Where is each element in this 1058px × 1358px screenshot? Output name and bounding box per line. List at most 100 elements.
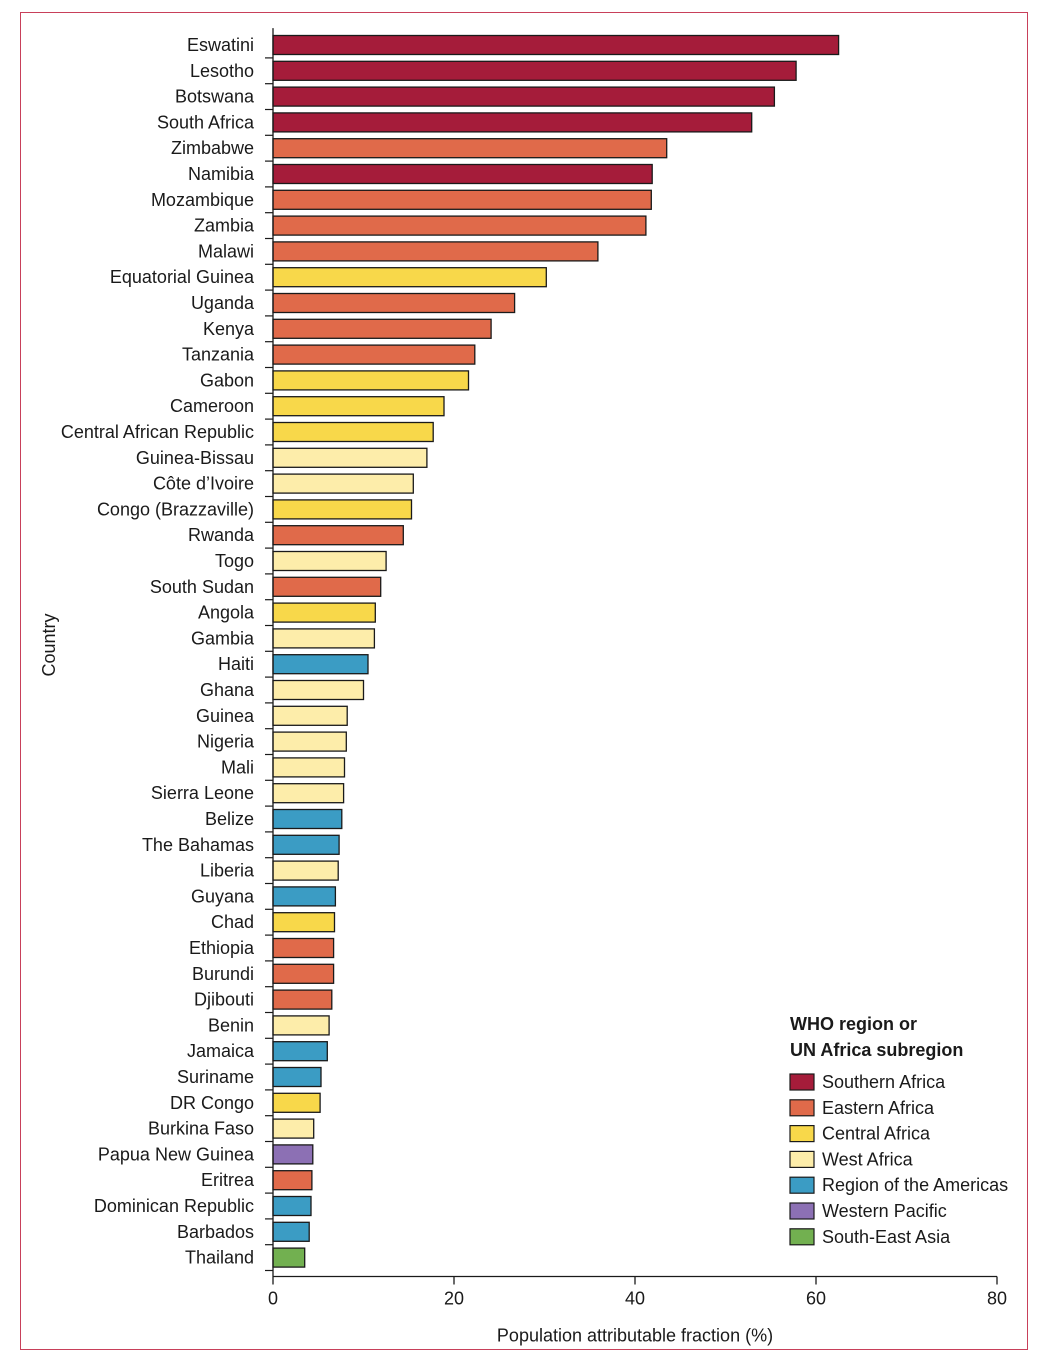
bar-malawi (272, 241, 599, 262)
category-label: Cameroon (170, 396, 254, 416)
category-label: Equatorial Guinea (110, 267, 255, 287)
bar-thailand (272, 1247, 306, 1268)
bar-south-africa (272, 112, 753, 133)
category-label: Ghana (200, 680, 255, 700)
category-label: Suriname (177, 1067, 254, 1087)
legend-swatch-central (789, 1124, 815, 1143)
category-label: The Bahamas (142, 835, 254, 855)
bar-eswatini (272, 34, 840, 56)
legend-label-seasia: South-East Asia (822, 1227, 951, 1247)
legend-swatch-west (789, 1150, 815, 1169)
bar-central-african-republic (272, 421, 434, 443)
bar-tanzania (272, 344, 476, 365)
bar-botswana (272, 86, 776, 107)
legend-label-central: Central Africa (822, 1124, 931, 1144)
bar-gambia (272, 628, 376, 649)
category-label: Barbados (177, 1222, 254, 1242)
bar-liberia (272, 860, 339, 881)
bar-zimbabwe (272, 138, 668, 159)
category-label: Côte d’Ivoire (153, 474, 254, 494)
legend-title-line-1: WHO region or (790, 1014, 917, 1034)
bar-equatorial-guinea (272, 267, 547, 288)
axes (265, 28, 997, 1278)
bar-chad (272, 912, 336, 933)
category-label: Eritrea (201, 1170, 255, 1190)
category-label: Burkina Faso (148, 1119, 254, 1139)
x-ticks: 0 20 40 60 80 (268, 1276, 1007, 1309)
category-label: Nigeria (197, 732, 255, 752)
category-labels: Eswatini Lesotho Botswana South Africa Zimba… (61, 35, 255, 1268)
x-tick-label: 40 (625, 1289, 645, 1309)
bar-c-te-d-ivoire (272, 473, 414, 494)
legend-label-wpacific: Western Pacific (822, 1201, 947, 1221)
x-tick-label: 20 (444, 1289, 464, 1309)
category-label: Tanzania (182, 345, 255, 365)
category-label: South Sudan (150, 577, 254, 597)
bar-papua-new-guinea (272, 1144, 314, 1165)
bar-burkina-faso (272, 1118, 315, 1139)
x-tick-label: 0 (268, 1289, 278, 1309)
category-label: Eswatini (187, 35, 254, 55)
category-label: Togo (215, 551, 254, 571)
bar-ghana (272, 679, 365, 701)
bar-benin (272, 1015, 330, 1036)
category-label: Guyana (191, 886, 255, 906)
legend-label-americas: Region of the Americas (822, 1175, 1008, 1195)
bar-south-sudan (272, 576, 382, 597)
bar-namibia (272, 163, 653, 185)
category-label: Sierra Leone (151, 783, 254, 803)
bar-ethiopia (272, 937, 335, 959)
bar-eritrea (272, 1170, 313, 1191)
bar-dr-congo (272, 1092, 321, 1113)
bar-guinea (272, 705, 348, 726)
chart-frame (20, 12, 1028, 1350)
bar-kenya (272, 318, 492, 339)
category-label: Namibia (188, 164, 255, 184)
bar-congo-brazzaville (272, 499, 413, 520)
category-label: Gambia (191, 628, 255, 648)
x-tick-label: 80 (987, 1289, 1007, 1309)
category-label: Belize (205, 809, 254, 829)
bar-djibouti (272, 989, 333, 1010)
bar-nigeria (272, 731, 347, 752)
bars-layer (272, 34, 840, 1268)
category-label: Benin (208, 1015, 254, 1035)
category-label: Haiti (218, 654, 254, 674)
bar-cameroon (272, 396, 445, 417)
category-label: Dominican Republic (94, 1196, 254, 1216)
bar-sierra-leone (272, 783, 345, 804)
category-label: Mali (221, 757, 254, 777)
x-tick-label: 60 (806, 1289, 826, 1309)
category-label: Angola (198, 603, 255, 623)
bar-haiti (272, 654, 369, 675)
category-label: Malawi (198, 241, 254, 261)
legend-title-line-2: UN Africa subregion (790, 1040, 963, 1060)
bar-zambia (272, 215, 647, 236)
bar-belize (272, 808, 343, 830)
legend-swatch-seasia (789, 1228, 815, 1246)
category-label: Papua New Guinea (98, 1144, 255, 1164)
category-label: Chad (211, 912, 254, 932)
category-label: Thailand (185, 1248, 254, 1268)
legend: WHO region or UN Africa subregion Southe… (789, 1014, 1008, 1247)
legend-swatch-southern (789, 1073, 815, 1091)
bar-rwanda (272, 525, 404, 546)
category-label: Ethiopia (189, 938, 255, 958)
category-label: Gabon (200, 370, 254, 390)
category-label: South Africa (157, 112, 255, 132)
category-label: Liberia (200, 861, 255, 881)
legend-label-southern: Southern Africa (822, 1072, 946, 1092)
category-label: Guinea-Bissau (136, 448, 254, 468)
legend-swatch-eastern (789, 1099, 815, 1117)
category-label: Jamaica (187, 1041, 255, 1061)
bar-angola (272, 602, 376, 623)
category-label: Botswana (175, 87, 255, 107)
category-label: Zimbabwe (171, 138, 254, 158)
category-label: Mozambique (151, 190, 254, 210)
bar-suriname (272, 1066, 322, 1088)
y-axis-title: Country (39, 613, 59, 676)
category-label: Congo (Brazzaville) (97, 499, 254, 519)
category-label: Lesotho (190, 61, 254, 81)
legend-swatch-americas (789, 1176, 815, 1194)
category-label: DR Congo (170, 1093, 254, 1113)
